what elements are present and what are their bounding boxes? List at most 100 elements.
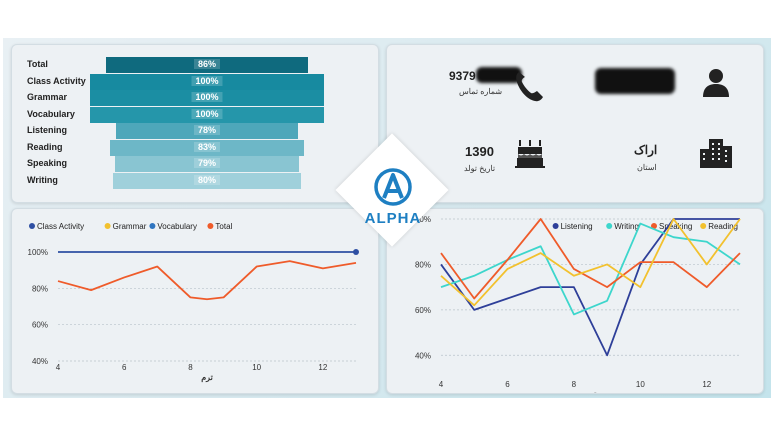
funnel-label: Speaking — [27, 158, 68, 168]
y-tick-label: 100% — [411, 215, 431, 224]
legend-marker — [651, 223, 657, 229]
legend-marker — [29, 223, 35, 229]
legend-marker — [606, 223, 613, 229]
legend-item: Class Activity — [29, 222, 84, 231]
funnel-bar: 100% — [90, 106, 324, 123]
phone-info: 9379 شماره تماس — [449, 67, 522, 96]
funnel-bar: 100% — [90, 90, 324, 106]
x-tick-label: 6 — [122, 363, 127, 372]
series-line — [440, 218, 740, 357]
legend-label: Reading — [708, 222, 738, 231]
legend-item: Grammar — [104, 222, 147, 231]
logo-text: ALPHA — [365, 210, 422, 227]
funnel-row: Total 86% — [12, 57, 378, 73]
legend-item: Listening — [552, 222, 593, 231]
funnel-label: Writing — [27, 174, 58, 185]
legend-label: Speaking — [659, 222, 692, 231]
x-tick-label: 4 — [439, 380, 444, 389]
x-tick-label: 12 — [702, 380, 711, 389]
legend-label: Writing — [614, 222, 639, 231]
funnel-value: 83% — [193, 141, 220, 152]
chart-right-svg: 40% 60% 80% 100% 4 6 8 10 12 ترم Listening Writing S… — [411, 215, 741, 400]
building-icon — [700, 137, 732, 174]
score-funnel-panel: Total 86% Class Activity 100% Grammar 100% Voc… — [11, 44, 379, 203]
funnel-label: Total — [27, 59, 48, 69]
x-tick-label: 8 — [188, 363, 193, 372]
legend-label: Vocabulary — [157, 222, 197, 231]
y-tick-label: 60% — [415, 306, 431, 315]
legend-label: Class Activity — [37, 222, 84, 231]
legend-item: Speaking — [651, 222, 692, 231]
funnel-row: Speaking 79% — [12, 156, 378, 172]
funnel-bar: 100% — [90, 73, 324, 90]
phone-icon — [513, 69, 545, 108]
funnel-row: Reading 83% — [12, 139, 378, 156]
series-line — [440, 222, 741, 316]
funnel-bar: 78% — [115, 123, 299, 139]
student-info-panel: 9379 شماره تماس 1390 تاریخ تولد — [386, 44, 764, 203]
legend-item: Total — [207, 222, 233, 231]
legend-label: Listening — [561, 222, 593, 231]
name-redaction — [595, 68, 675, 94]
user-icon — [701, 67, 731, 104]
funnel-label: Grammar — [27, 92, 68, 102]
semester-line-chart-left: 40% 60% 80% 100% 4 6 8 10 12 ترم Class Activity Gra… — [11, 208, 379, 394]
x-tick-label: 10 — [252, 363, 261, 372]
funnel-label: Class Activity — [27, 75, 86, 86]
city-info: اراک استان — [634, 143, 657, 172]
funnel-value: 86% — [193, 59, 220, 69]
funnel-row: Class Activity 100% — [12, 73, 378, 90]
legend-marker — [149, 223, 156, 229]
y-tick-label: 40% — [415, 351, 431, 360]
funnel-bar: 83% — [109, 139, 305, 156]
semester-line-chart-right: 40% 60% 80% 100% 4 6 8 10 12 ترم Listening Writing S… — [386, 208, 764, 400]
funnel-row: Writing 80% — [12, 172, 378, 189]
legend-item: Vocabulary — [149, 222, 197, 231]
series-line — [440, 218, 741, 307]
alpha-logo: ALPHA — [339, 160, 447, 240]
x-axis-label: ترم — [201, 373, 213, 383]
x-tick-label: 10 — [636, 380, 645, 389]
legend-marker — [700, 223, 707, 229]
funnel-value: 100% — [191, 75, 223, 86]
y-tick-label: 100% — [28, 248, 48, 257]
birthday-cake-icon — [515, 139, 545, 174]
birth-info: 1390 تاریخ تولد — [464, 144, 496, 173]
legend-item: Reading — [700, 222, 738, 231]
legend-label: Grammar — [113, 222, 147, 231]
funnel-label: Listening — [27, 125, 67, 135]
series-marker — [353, 249, 359, 255]
funnel-bar: 86% — [106, 57, 308, 73]
series-line — [57, 260, 357, 301]
funnel-row: Vocabulary 100% — [12, 106, 378, 123]
x-tick-label: 4 — [56, 363, 61, 372]
legend-marker — [552, 223, 559, 229]
legend-label: Total — [215, 222, 232, 231]
alpha-logo-icon — [374, 168, 412, 206]
birth-value: 1390 — [465, 144, 494, 159]
funnel-value: 100% — [191, 108, 223, 119]
funnel-bar: 79% — [114, 156, 300, 172]
y-tick-label: 80% — [32, 284, 48, 293]
legend-marker — [207, 223, 214, 229]
phone-value: 9379 — [449, 69, 476, 83]
phone-redaction — [476, 67, 522, 83]
y-tick-label: 60% — [32, 321, 48, 330]
funnel-bar: 80% — [113, 172, 301, 189]
city-value: اراک — [634, 143, 658, 157]
legend-item: Writing — [606, 222, 639, 231]
x-axis-label: ترم — [585, 390, 597, 393]
x-tick-label: 8 — [572, 380, 577, 389]
birth-label: تاریخ تولد — [464, 164, 496, 173]
phone-label: شماره تماس — [459, 87, 503, 96]
y-tick-label: 80% — [415, 260, 431, 269]
chart-left-svg: 40% 60% 80% 100% 4 6 8 10 12 ترم Class Activity Gra… — [28, 222, 359, 383]
funnel-value: 100% — [191, 92, 223, 102]
funnel-value: 79% — [193, 158, 220, 168]
funnel-row: Listening 78% — [12, 123, 378, 139]
x-tick-label: 6 — [505, 380, 510, 389]
legend-marker — [104, 223, 111, 229]
funnel-row: Grammar 100% — [12, 90, 378, 106]
funnel-label: Reading — [27, 141, 63, 152]
